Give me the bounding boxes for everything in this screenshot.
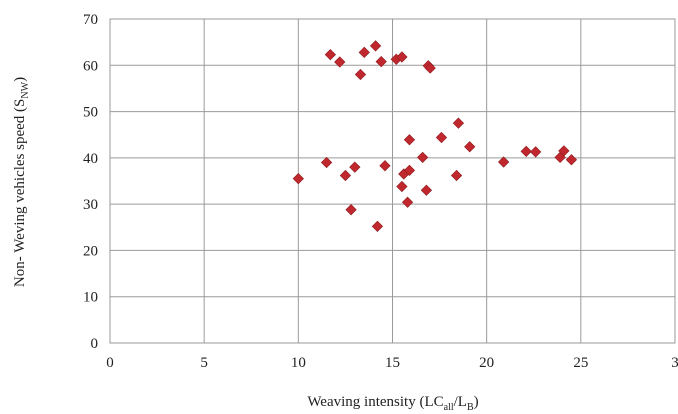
data-point [354,68,367,81]
x-tick-label: 15 [385,355,400,371]
data-point [396,180,408,193]
data-point [396,51,408,63]
data-point [369,40,382,52]
y-tick-label: 10 [83,290,98,306]
plot-frame [109,18,676,344]
x-tick-label: 3 [671,355,678,371]
data-point [379,160,391,172]
data-point [403,164,416,176]
data-point [371,220,384,232]
y-axis-label: Non- Weving vehicles speed (SNW) [12,77,31,287]
data-point [375,55,387,68]
data-point [345,204,357,216]
data-point [464,141,476,153]
data-point [435,131,448,144]
y-tick-label: 20 [83,243,98,259]
data-point [401,196,414,208]
data-point [292,173,304,185]
y-tick-label: 60 [83,58,98,74]
grid-layer [109,18,676,344]
data-point [497,156,510,168]
x-tick-label: 20 [479,355,494,371]
x-tick-label: 5 [200,355,208,371]
y-tick-label: 0 [91,336,99,352]
data-points [292,40,578,232]
data-point [558,145,570,157]
data-point [417,151,429,164]
data-point [530,146,542,158]
data-point [424,62,436,74]
x-tick-label: 10 [291,355,306,371]
y-tick-label: 50 [83,105,98,121]
y-tick-label: 40 [83,151,98,167]
data-point [565,154,578,166]
data-point [349,161,361,173]
data-point [420,184,433,196]
data-point [339,169,352,182]
data-point [358,46,370,58]
data-point [520,145,532,158]
data-point [452,117,465,129]
x-tick-label: 0 [106,355,114,371]
x-tick-label: 25 [573,355,588,371]
y-tick-label: 30 [83,197,98,213]
x-axis-label: Weaving intensity (LCall/LB) [307,394,478,413]
data-point [450,169,463,182]
data-point [403,134,416,146]
data-point [320,156,333,169]
y-tick-label: 70 [83,12,98,28]
data-point [334,56,346,68]
data-point [324,49,336,61]
tick-labels: 0 10 20 30 40 50 60 70 0 5 10 15 20 25 3 [83,12,678,371]
